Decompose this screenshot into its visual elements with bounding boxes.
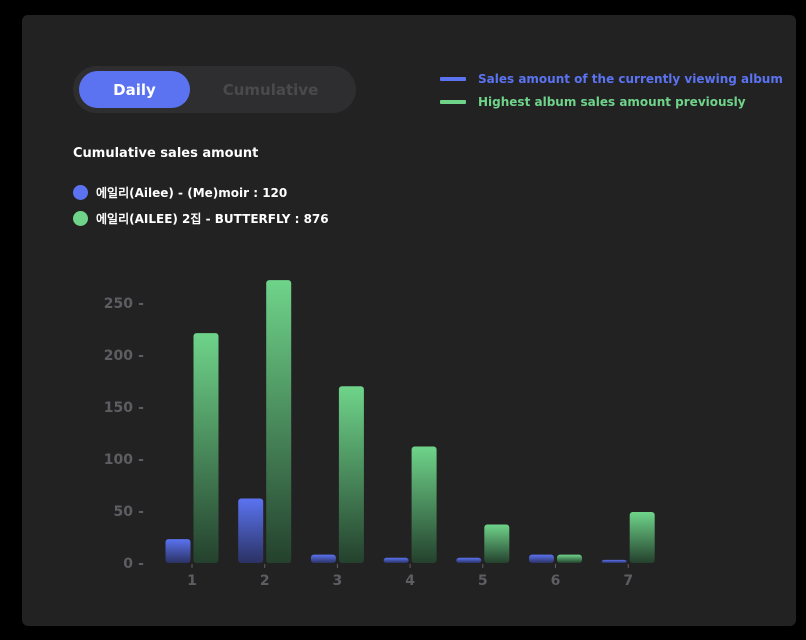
- legend-swatch-current: [440, 76, 466, 81]
- bar-previous-highest[interactable]: [338, 386, 364, 563]
- x-axis: 1 2 3 4 5 6 7: [187, 564, 633, 589]
- cumulative-tab[interactable]: Cumulative: [222, 80, 319, 99]
- cumulative-dot-current: [73, 184, 88, 200]
- x-tick-label: 3: [333, 573, 343, 589]
- y-tick-label: 50: [114, 504, 134, 520]
- cumulative-sales-list: 에일리(Ailee) - (Me)moir : 120 에일리(AILEE) 2…: [73, 179, 329, 231]
- bar-previous-highest[interactable]: [484, 524, 510, 563]
- bar-current-album[interactable]: [238, 498, 264, 563]
- daily-tab[interactable]: Daily: [79, 71, 190, 108]
- y-tick-mark: -: [138, 348, 144, 364]
- y-tick-mark: -: [138, 296, 144, 312]
- bar-current-album[interactable]: [601, 559, 627, 563]
- x-tick-label: 5: [478, 573, 488, 589]
- x-tick-label: 6: [551, 573, 561, 589]
- chart-panel: [22, 15, 796, 626]
- y-tick-label: 100: [104, 452, 133, 468]
- bar-current-album[interactable]: [529, 554, 554, 563]
- y-tick-mark: -: [138, 400, 144, 416]
- cumulative-text-previous: 에일리(AILEE) 2집 - BUTTERFLY : 876: [96, 211, 329, 226]
- y-tick-mark: -: [138, 452, 144, 468]
- legend-item-current: Sales amount of the currently viewing al…: [440, 67, 783, 90]
- period-toggle: Daily Cumulative: [73, 66, 356, 113]
- legend-swatch-previous: [440, 99, 466, 104]
- y-tick-label: 150: [104, 400, 133, 416]
- bar-previous-highest[interactable]: [629, 512, 655, 563]
- x-tick-label: 1: [187, 573, 197, 589]
- cumulative-dot-previous: [73, 210, 88, 226]
- x-tick-label: 7: [623, 573, 633, 589]
- cumulative-text-current: 에일리(Ailee) - (Me)moir : 120: [96, 185, 288, 200]
- y-tick-label: 200: [104, 348, 133, 364]
- bar-previous-highest[interactable]: [193, 333, 219, 563]
- chart-legend: Sales amount of the currently viewing al…: [440, 67, 783, 113]
- y-tick-label: 250: [104, 296, 133, 312]
- bars: [165, 280, 655, 563]
- bar-previous-highest[interactable]: [411, 446, 437, 563]
- bar-current-album[interactable]: [165, 539, 191, 563]
- x-tick-label: 2: [260, 573, 270, 589]
- bar-current-album[interactable]: [310, 554, 336, 563]
- legend-label-previous: Highest album sales amount previously: [478, 94, 746, 109]
- bar-current-album[interactable]: [383, 557, 409, 563]
- cumulative-sales-title: Cumulative sales amount: [73, 146, 259, 161]
- legend-label-current: Sales amount of the currently viewing al…: [478, 71, 783, 86]
- legend-item-previous: Highest album sales amount previously: [440, 90, 783, 113]
- bar-previous-highest[interactable]: [557, 554, 582, 563]
- bar-previous-highest[interactable]: [266, 280, 292, 563]
- y-axis: 0 -50 -100 -150 -200 -250-: [104, 296, 144, 572]
- cumulative-item-current: 에일리(Ailee) - (Me)moir : 120: [73, 179, 329, 205]
- y-tick-label: 0: [123, 556, 133, 572]
- x-tick-label: 4: [405, 573, 415, 589]
- cumulative-item-previous: 에일리(AILEE) 2집 - BUTTERFLY : 876: [73, 205, 329, 231]
- bar-current-album[interactable]: [456, 557, 482, 563]
- y-tick-mark: -: [138, 556, 144, 572]
- y-tick-mark: -: [138, 504, 144, 520]
